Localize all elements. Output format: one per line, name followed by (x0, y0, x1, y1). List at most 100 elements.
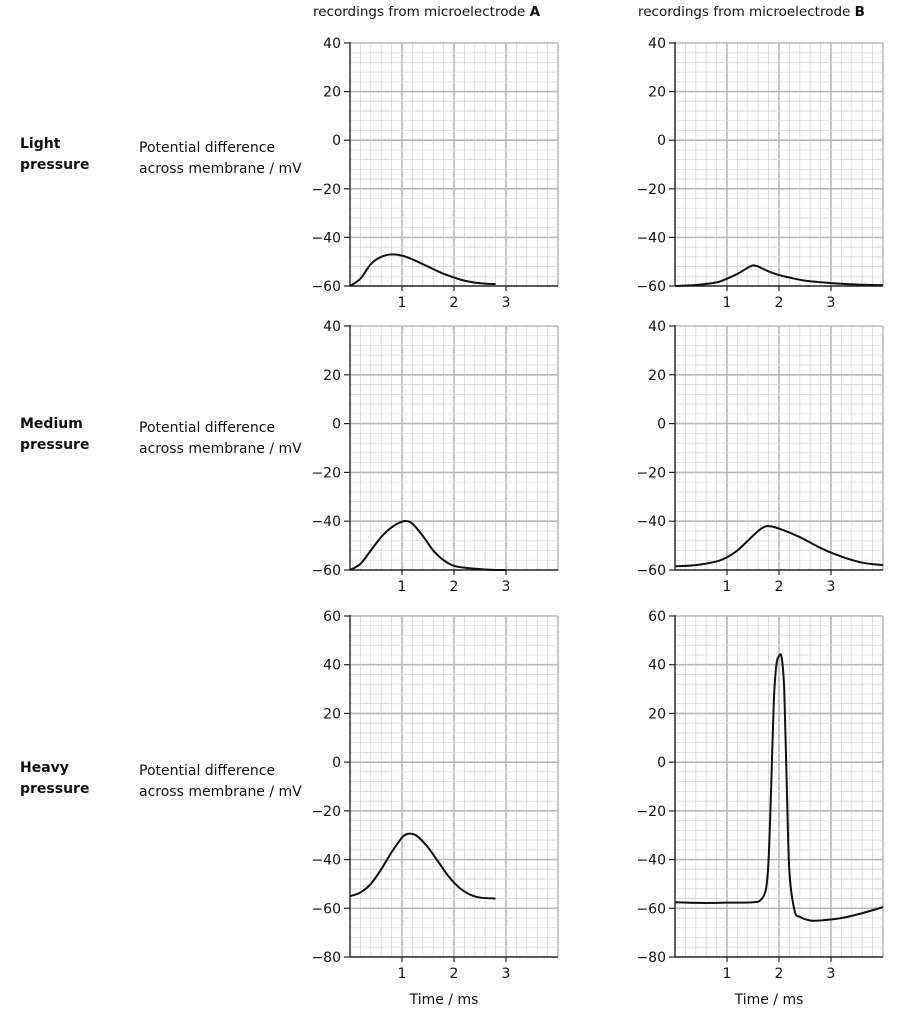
y-tick-label: 20 (323, 368, 341, 384)
y-tick-label: −20 (636, 182, 666, 198)
grid-medium-B (675, 325, 884, 570)
y-tick-label: −60 (636, 279, 666, 295)
y-tick-label: −60 (311, 901, 341, 917)
y-tick-label: −20 (311, 182, 341, 198)
column-title-b: recordings from microelectrode B (638, 4, 865, 20)
y-tick-label: 20 (323, 706, 341, 722)
y-tick-label: −20 (311, 465, 341, 481)
y-tick-label: 0 (332, 755, 341, 771)
y-tick-label: 20 (648, 706, 666, 722)
row-label-light-line2: pressure (20, 157, 90, 173)
x-tick-label: 3 (502, 966, 511, 982)
y-tick-label: −40 (636, 230, 666, 246)
series-line-light-A (349, 253, 496, 287)
x-tick-label: 1 (723, 579, 732, 595)
chart-heavy-B: 60 40 20 0 −20 −40 −60 −80 1 2 3 Time / ms (636, 609, 884, 1008)
y-axis-label-heavy-line2: across membrane / mV (139, 784, 302, 800)
x-tick-label: 1 (398, 295, 407, 311)
grid-light-B (675, 42, 884, 286)
y-axis-label-heavy: Potential difference across membrane / m… (139, 761, 339, 803)
y-axis-label-light-line2: across membrane / mV (139, 161, 302, 177)
y-tick-label: 40 (648, 658, 666, 674)
x-tick-label: 2 (775, 295, 784, 311)
y-tick-label: −20 (636, 465, 666, 481)
y-tick-label: −40 (636, 853, 666, 869)
x-tick-label: 2 (775, 966, 784, 982)
chart-medium-A: 40 20 0 −20 −40 −60 1 2 3 (311, 319, 559, 595)
y-tick-label: 0 (657, 417, 666, 433)
y-tick-label: −80 (636, 950, 666, 966)
y-tick-label: 40 (648, 319, 666, 335)
series-line-medium-B (674, 525, 884, 568)
row-label-light: Light pressure (20, 134, 120, 176)
chart-heavy-A: 60 40 20 0 −20 −40 −60 −80 1 2 3 Time / ms (311, 609, 559, 1008)
grid-light-A (350, 42, 559, 286)
column-title-b-prefix: recordings from microelectrode (638, 4, 855, 20)
row-label-medium: Medium pressure (20, 414, 120, 456)
y-tick-label: 20 (648, 85, 666, 101)
column-title-b-letter: B (854, 4, 865, 20)
y-tick-label: 40 (323, 658, 341, 674)
y-tick-label: 0 (657, 133, 666, 149)
x-tick-label: 2 (775, 579, 784, 595)
chart-light-B: 40 20 0 −20 −40 −60 1 2 3 (636, 36, 884, 311)
grid-heavy-B (675, 615, 884, 957)
x-tick-label: 3 (502, 579, 511, 595)
series-line-light-B (674, 264, 884, 287)
x-tick-label: 3 (827, 295, 836, 311)
x-tick-label: 1 (398, 579, 407, 595)
y-tick-label: 20 (648, 368, 666, 384)
y-tick-label: 20 (323, 85, 341, 101)
row-label-light-line1: Light (20, 136, 61, 152)
x-tick-label: 3 (827, 579, 836, 595)
row-label-heavy-line2: pressure (20, 781, 90, 797)
y-tick-label: 0 (332, 133, 341, 149)
x-tick-label: 3 (827, 966, 836, 982)
x-tick-label: 3 (502, 295, 511, 311)
x-axis-label-heavy-A: Time / ms (409, 992, 479, 1008)
column-title-a: recordings from microelectrode A (313, 4, 540, 20)
y-tick-label: −60 (311, 563, 341, 579)
x-tick-label: 2 (450, 966, 459, 982)
y-axis-label-light-line1: Potential difference (139, 140, 276, 156)
column-title-a-prefix: recordings from microelectrode (313, 4, 530, 20)
grid-heavy-A (350, 615, 559, 957)
grid-medium-A (350, 325, 559, 570)
chart-medium-B: 40 20 0 −20 −40 −60 1 2 3 (636, 319, 884, 595)
x-tick-label: 1 (723, 966, 732, 982)
series-line-heavy-A (349, 832, 496, 900)
row-label-medium-line1: Medium (20, 416, 83, 432)
chart-light-A: 40 20 0 −20 −40 −60 1 2 3 (311, 36, 559, 311)
y-tick-label: −60 (311, 279, 341, 295)
y-tick-label: −80 (311, 950, 341, 966)
y-tick-label: −40 (636, 514, 666, 530)
y-axis-label-medium-line2: across membrane / mV (139, 441, 302, 457)
y-tick-label: −40 (311, 853, 341, 869)
row-label-heavy-line1: Heavy (20, 760, 69, 776)
y-axis-label-light: Potential difference across membrane / m… (139, 138, 339, 180)
y-tick-label: 0 (332, 417, 341, 433)
y-tick-label: −40 (311, 514, 341, 530)
y-axis-label-heavy-line1: Potential difference (139, 763, 276, 779)
y-tick-label: 40 (648, 36, 666, 52)
row-label-medium-line2: pressure (20, 437, 90, 453)
y-tick-label: 40 (323, 319, 341, 335)
x-tick-label: 2 (450, 295, 459, 311)
y-tick-label: −60 (636, 901, 666, 917)
y-tick-label: 40 (323, 36, 341, 52)
column-title-a-letter: A (529, 4, 541, 20)
x-axis-label-heavy-B: Time / ms (734, 992, 804, 1008)
y-tick-label: −60 (636, 563, 666, 579)
series-line-medium-A (349, 519, 507, 572)
y-tick-label: 0 (657, 755, 666, 771)
y-tick-label: 60 (648, 609, 666, 625)
y-tick-label: −20 (636, 804, 666, 820)
series-line-heavy-B (674, 653, 884, 922)
y-axis-label-medium-line1: Potential difference (139, 420, 276, 436)
row-label-heavy: Heavy pressure (20, 758, 120, 800)
y-tick-label: −20 (311, 804, 341, 820)
y-tick-label: 60 (323, 609, 341, 625)
y-axis-label-medium: Potential difference across membrane / m… (139, 418, 339, 460)
x-tick-label: 2 (450, 579, 459, 595)
y-tick-label: −40 (311, 230, 341, 246)
